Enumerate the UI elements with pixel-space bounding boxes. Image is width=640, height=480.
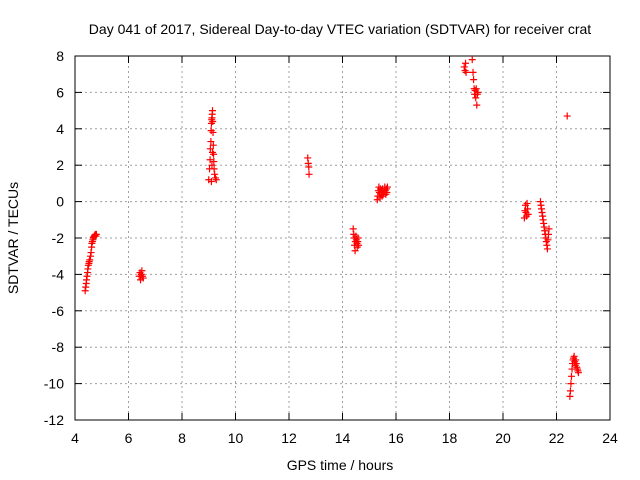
data-point	[460, 63, 468, 71]
data-point	[209, 118, 217, 126]
y-tick-label: 8	[56, 48, 64, 64]
data-point	[461, 67, 469, 75]
data-point	[563, 112, 571, 120]
axis-ticks	[74, 55, 611, 421]
data-point	[474, 88, 482, 96]
x-axis-tick-labels: 4 6 8 10 12 14 16 18 20 22 24	[71, 430, 618, 446]
data-point	[211, 174, 219, 182]
data-point	[566, 387, 574, 395]
data-point	[545, 225, 553, 233]
y-tick-label: -2	[52, 230, 65, 246]
data-point	[208, 161, 216, 169]
data-point	[207, 178, 215, 186]
data-point	[355, 241, 363, 249]
data-point	[210, 158, 218, 166]
y-tick-label: 6	[56, 84, 64, 100]
data-point	[470, 76, 478, 84]
x-tick-label: 14	[335, 430, 351, 446]
data-point	[139, 274, 147, 282]
data-point	[209, 141, 217, 149]
y-tick-label: 0	[56, 194, 64, 210]
data-point	[212, 176, 220, 184]
x-tick-label: 6	[125, 430, 133, 446]
y-tick-label: 2	[56, 157, 64, 173]
data-point	[472, 94, 480, 102]
data-point	[524, 210, 532, 218]
x-tick-label: 24	[602, 430, 618, 446]
x-tick-label: 18	[442, 430, 458, 446]
data-point	[354, 234, 362, 242]
y-tick-label: -4	[52, 266, 65, 282]
data-point	[305, 163, 313, 171]
data-point	[472, 85, 480, 93]
y-axis-label: SDTVAR / TECUs	[5, 182, 21, 294]
data-point	[209, 128, 217, 136]
data-point	[462, 59, 470, 67]
data-point	[208, 107, 216, 115]
x-tick-label: 4	[71, 430, 79, 446]
x-tick-label: 20	[495, 430, 511, 446]
data-point	[86, 256, 94, 264]
x-tick-label: 10	[228, 430, 244, 446]
x-tick-label: 8	[178, 430, 186, 446]
y-tick-label: -6	[52, 303, 65, 319]
data-point	[207, 138, 215, 146]
chart-title: Day 041 of 2017, Sidereal Day-to-day VTE…	[89, 21, 591, 37]
y-tick-label: -10	[44, 376, 64, 392]
data-point	[208, 148, 216, 156]
data-point	[305, 170, 313, 178]
y-tick-label: 4	[56, 121, 64, 137]
x-tick-label: 16	[388, 430, 404, 446]
data-point	[567, 372, 575, 380]
data-point	[211, 170, 219, 178]
data-point	[567, 380, 575, 388]
data-point	[462, 68, 470, 76]
y-axis-tick-labels: -12 -10 -8 -6 -4 -2 0 2 4 6 8	[44, 48, 64, 428]
data-point	[469, 68, 477, 76]
data-point	[206, 145, 214, 153]
data-point	[543, 245, 551, 253]
y-tick-label: -8	[52, 339, 65, 355]
x-axis-label: GPS time / hours	[287, 457, 394, 473]
gridlines	[75, 56, 610, 420]
data-point	[92, 230, 100, 238]
data-point	[210, 150, 218, 158]
data-point	[206, 156, 214, 164]
y-tick-label: -12	[44, 412, 64, 428]
data-point	[351, 247, 359, 255]
data-point	[574, 369, 582, 377]
data-point	[468, 56, 476, 64]
data-points	[81, 56, 582, 400]
data-point	[383, 183, 391, 191]
x-tick-label: 12	[281, 430, 297, 446]
data-point	[473, 101, 481, 109]
x-tick-label: 22	[549, 430, 565, 446]
